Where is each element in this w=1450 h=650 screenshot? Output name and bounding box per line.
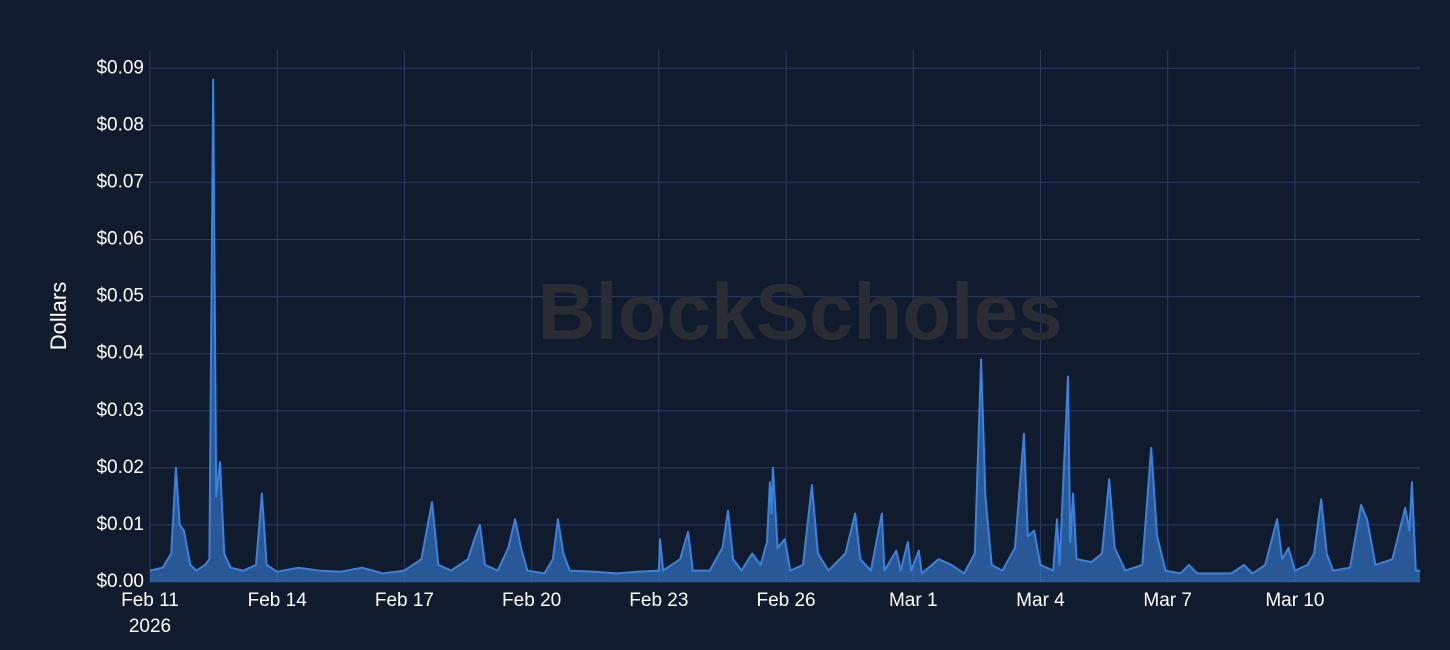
y-tick-label: $0.04 bbox=[96, 343, 144, 364]
y-tick-label: $0.09 bbox=[96, 57, 144, 78]
x-tick-label: Feb 11 2026 bbox=[121, 590, 179, 637]
x-tick-label: Mar 10 bbox=[1265, 590, 1325, 611]
y-tick-label: $0.06 bbox=[96, 229, 144, 250]
y-tick-label: $0.00 bbox=[96, 571, 144, 592]
x-tick-label: Feb 14 bbox=[247, 590, 307, 611]
watermark: BlockScholes bbox=[538, 267, 1063, 356]
x-tick-label: Mar 7 bbox=[1143, 590, 1192, 611]
x-tick-label: Feb 17 bbox=[374, 590, 434, 611]
y-tick-label: $0.08 bbox=[96, 114, 144, 135]
x-tick-label: Feb 26 bbox=[756, 590, 816, 611]
y-tick-label: $0.05 bbox=[96, 286, 144, 307]
x-tick-label: Mar 4 bbox=[1016, 590, 1065, 611]
grid bbox=[149, 50, 1420, 583]
y-tick-label: $0.03 bbox=[96, 400, 144, 421]
y-tick-label: $0.01 bbox=[96, 514, 144, 535]
y-axis-label: Dollars bbox=[46, 282, 71, 350]
y-tick-label: $0.02 bbox=[96, 457, 144, 478]
y-tick-label: $0.07 bbox=[96, 171, 144, 192]
line bbox=[149, 78, 1420, 575]
x-tick-label: Feb 20 bbox=[502, 590, 562, 611]
x-tick-label: Feb 23 bbox=[629, 590, 689, 611]
x-tick-label: Mar 1 bbox=[888, 590, 938, 611]
